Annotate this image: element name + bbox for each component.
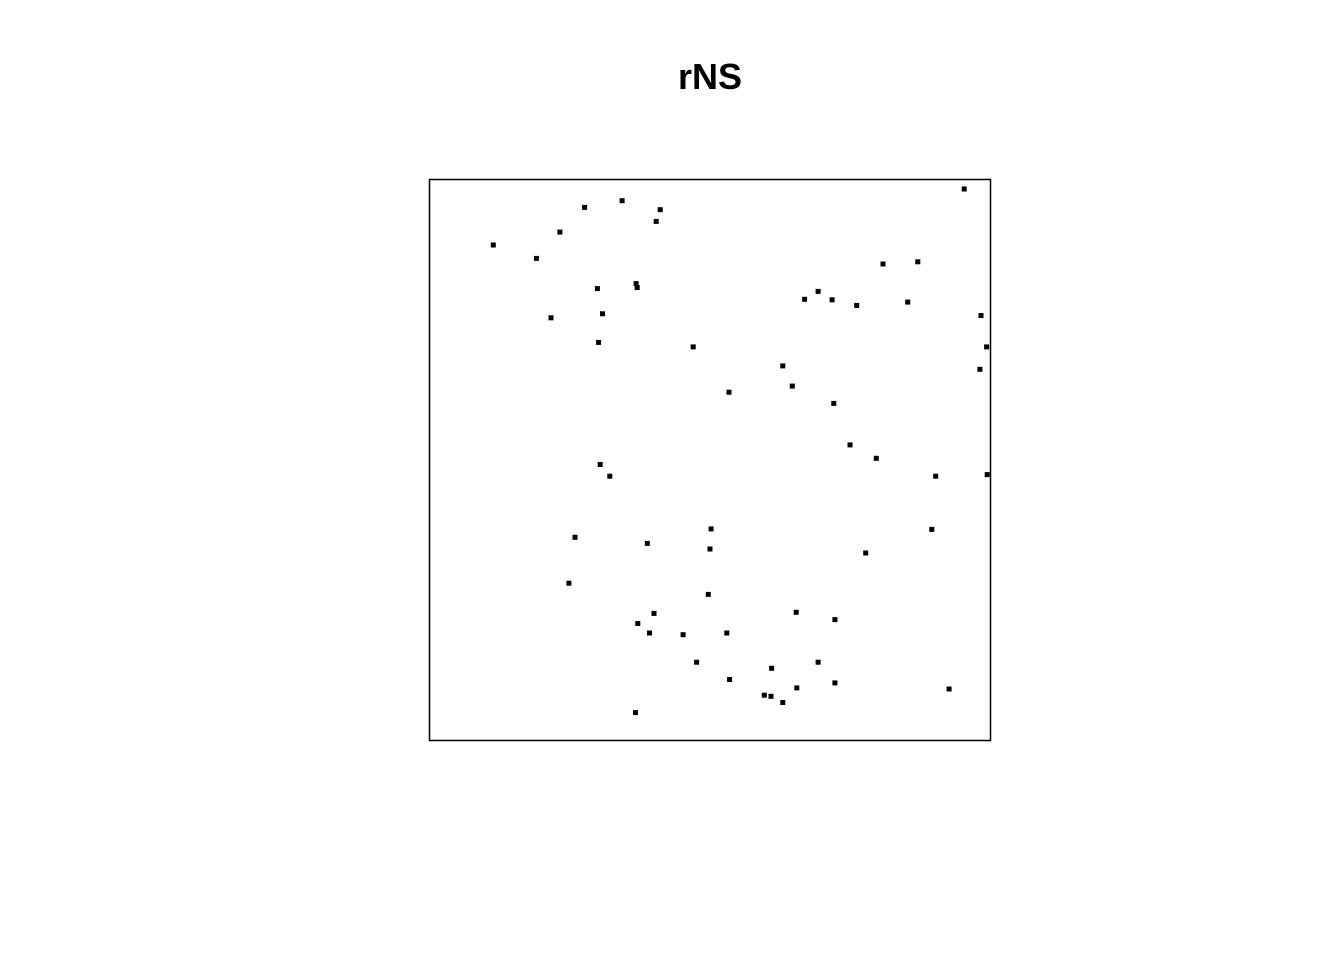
- data-point-41: [566, 580, 572, 586]
- data-point-56: [946, 686, 952, 692]
- data-point-10: [633, 281, 639, 287]
- data-point-36: [929, 526, 935, 532]
- data-point-27: [726, 389, 732, 395]
- data-point-45: [832, 617, 838, 623]
- data-point-19: [548, 315, 554, 321]
- data-point-17: [854, 302, 860, 308]
- data-point-16: [905, 299, 911, 305]
- data-point-15: [829, 297, 835, 303]
- data-point-0: [961, 186, 967, 192]
- data-point-33: [933, 473, 939, 479]
- data-point-58: [768, 693, 774, 699]
- data-point-51: [815, 659, 821, 665]
- data-point-2: [619, 198, 625, 204]
- data-point-9: [915, 259, 921, 265]
- data-point-22: [690, 344, 696, 350]
- data-point-54: [832, 680, 838, 686]
- data-point-11: [634, 285, 640, 290]
- data-point-49: [724, 630, 730, 636]
- data-point-1: [582, 204, 588, 210]
- data-point-40: [863, 550, 869, 556]
- data-point-44: [793, 609, 799, 615]
- data-point-25: [977, 366, 983, 372]
- data-point-48: [680, 632, 686, 638]
- data-point-5: [557, 229, 563, 235]
- data-point-7: [533, 255, 539, 261]
- data-point-47: [647, 630, 652, 636]
- data-point-46: [635, 621, 641, 626]
- data-point-3: [657, 207, 663, 213]
- data-point-4: [653, 218, 659, 224]
- data-point-59: [780, 700, 786, 705]
- data-point-31: [597, 462, 603, 467]
- data-point-26: [789, 383, 795, 389]
- points-layer: [490, 186, 990, 716]
- data-point-20: [978, 313, 984, 318]
- data-point-53: [727, 677, 733, 682]
- data-point-35: [708, 526, 714, 532]
- data-point-60: [633, 710, 638, 716]
- data-point-6: [490, 242, 496, 248]
- data-point-37: [572, 534, 578, 540]
- data-point-21: [596, 339, 602, 345]
- data-point-29: [847, 442, 853, 448]
- data-point-42: [705, 591, 711, 597]
- data-point-55: [794, 685, 800, 691]
- plot-frame: [428, 178, 992, 742]
- chart-title: rNS: [677, 56, 743, 97]
- data-point-23: [984, 344, 990, 350]
- data-point-38: [644, 540, 650, 546]
- data-point-12: [594, 286, 600, 292]
- data-point-28: [831, 400, 837, 406]
- data-point-32: [607, 473, 613, 479]
- data-point-18: [600, 311, 605, 317]
- data-point-43: [651, 610, 657, 616]
- data-point-24: [780, 363, 786, 369]
- data-point-50: [694, 659, 700, 665]
- data-point-52: [769, 665, 775, 671]
- data-point-57: [761, 692, 767, 698]
- data-point-34: [984, 472, 990, 478]
- data-point-8: [880, 261, 886, 267]
- data-point-39: [707, 546, 713, 552]
- data-point-13: [815, 288, 821, 294]
- data-point-14: [802, 296, 808, 302]
- data-point-30: [873, 455, 879, 461]
